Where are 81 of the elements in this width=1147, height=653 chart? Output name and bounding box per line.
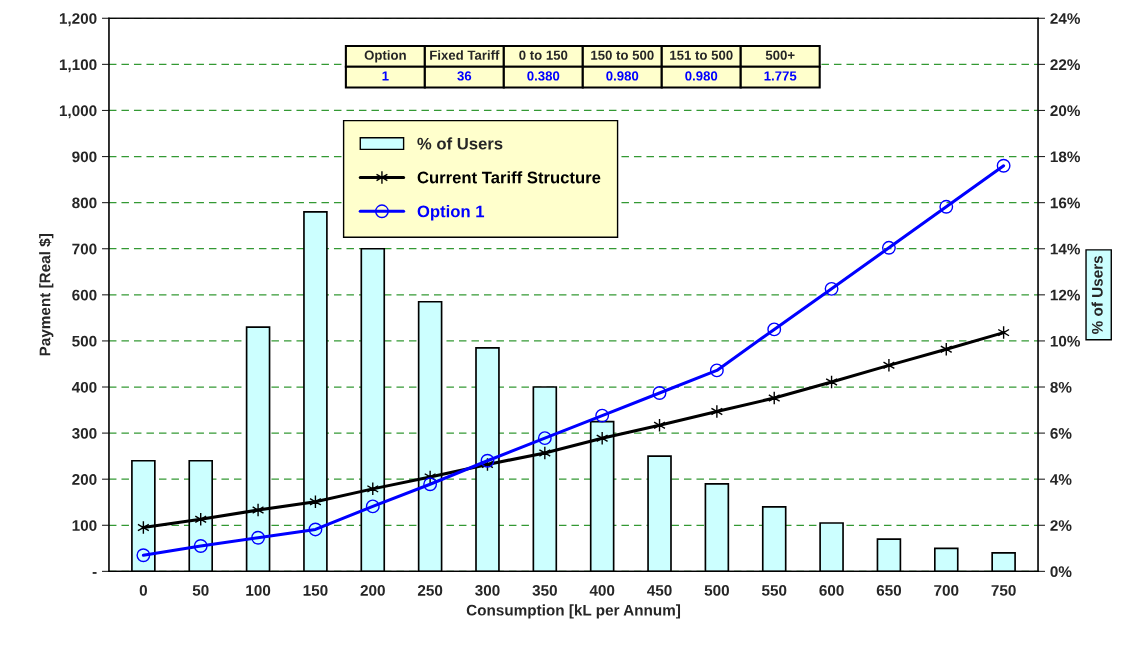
x-tick-label: 250 xyxy=(417,584,443,596)
legend-label: Current Tariff Structure xyxy=(417,171,601,184)
x-tick-label: 750 xyxy=(991,584,1016,596)
point xyxy=(308,522,323,537)
annotation: 0 to 150 xyxy=(519,50,568,60)
annotation: 1.775 xyxy=(764,71,797,81)
y2-tick-label: 16% xyxy=(1050,197,1081,209)
annotation: 0.980 xyxy=(606,71,639,81)
x-tick-label: 100 xyxy=(246,584,271,596)
point xyxy=(996,158,1011,173)
legend-label: Option 1 xyxy=(417,205,485,221)
point xyxy=(881,240,896,255)
point xyxy=(882,358,896,373)
x-tick-label: 650 xyxy=(876,584,902,596)
point xyxy=(710,404,723,419)
annotation: 150 to 500 xyxy=(591,50,654,60)
y-tick-label: 1,100 xyxy=(59,59,97,73)
y2-tick-label: 22% xyxy=(1050,59,1081,71)
y2-tick-label: 20% xyxy=(1050,105,1081,117)
x-tick-label: 550 xyxy=(761,584,787,596)
y-tick-label: 100 xyxy=(72,520,97,531)
x-tick-label: 500 xyxy=(704,584,729,596)
legend-label: % of Users xyxy=(417,137,503,150)
y2-tick-label: 4% xyxy=(1050,474,1072,485)
annotation: 500+ xyxy=(765,50,795,60)
x-tick-label: 150 xyxy=(303,584,328,596)
point xyxy=(538,445,551,460)
x-tick-label: 200 xyxy=(360,584,385,596)
x-tick-label: 350 xyxy=(532,584,557,596)
y-tick-label: 300 xyxy=(72,427,97,439)
x-tick-label: 0 xyxy=(139,584,147,596)
y-tick-label: 1,000 xyxy=(59,105,97,119)
y-tick-label: 1,200 xyxy=(59,13,97,27)
point xyxy=(596,431,609,446)
y2-tick-label: 18% xyxy=(1050,151,1081,163)
y2-tick-label: 14% xyxy=(1050,243,1081,255)
point xyxy=(251,503,265,518)
y-tick-label: 400 xyxy=(71,381,97,393)
x-tick-label: 600 xyxy=(819,584,844,596)
annotation: 1 xyxy=(382,71,389,81)
y2-tick-label: 8% xyxy=(1050,381,1072,393)
point xyxy=(652,386,667,400)
x-tick-label: 450 xyxy=(647,584,672,596)
y2-tick-label: 24% xyxy=(1050,13,1081,24)
point xyxy=(480,453,495,468)
y2-axis-title: % of Users xyxy=(1091,255,1103,334)
y2-tick-label: 12% xyxy=(1050,289,1081,301)
annotation: 0.980 xyxy=(685,71,718,81)
point xyxy=(537,431,552,446)
point xyxy=(767,322,782,337)
y-tick-label: 200 xyxy=(72,474,97,485)
y-tick-label: 500 xyxy=(72,335,97,347)
annotation: Fixed Tariff xyxy=(430,50,500,60)
x-tick-label: 300 xyxy=(475,584,500,596)
point xyxy=(824,281,839,296)
point xyxy=(136,548,151,563)
point xyxy=(939,199,954,214)
point xyxy=(193,539,208,553)
point xyxy=(709,363,724,378)
point xyxy=(595,408,610,423)
x-tick-label: 50 xyxy=(192,584,209,596)
y-tick-label: 700 xyxy=(72,243,97,255)
point xyxy=(365,499,380,514)
y2-tick-label: 10% xyxy=(1050,335,1081,347)
x-axis-title: Consumption [kL per Annum] xyxy=(466,604,681,619)
point xyxy=(251,530,266,545)
y-axis-title: Payment [Real $] xyxy=(38,234,54,356)
annotation: 0.380 xyxy=(527,71,560,81)
annotation: 151 to 500 xyxy=(670,50,733,60)
x-tick-label: 400 xyxy=(589,584,615,596)
annotation: Option xyxy=(364,50,406,63)
y2-tick-label: 6% xyxy=(1050,427,1072,439)
y-tick-label: 800 xyxy=(72,197,97,209)
y-tick-label: - xyxy=(92,572,97,574)
y2-tick-label: 0% xyxy=(1050,566,1072,578)
annotation: 36 xyxy=(457,71,472,81)
y2-tick-label: 2% xyxy=(1050,520,1072,531)
y-tick-label: 900 xyxy=(72,151,97,163)
x-tick-label: 700 xyxy=(934,584,959,596)
y-tick-label: 600 xyxy=(72,289,97,301)
point xyxy=(423,477,438,492)
